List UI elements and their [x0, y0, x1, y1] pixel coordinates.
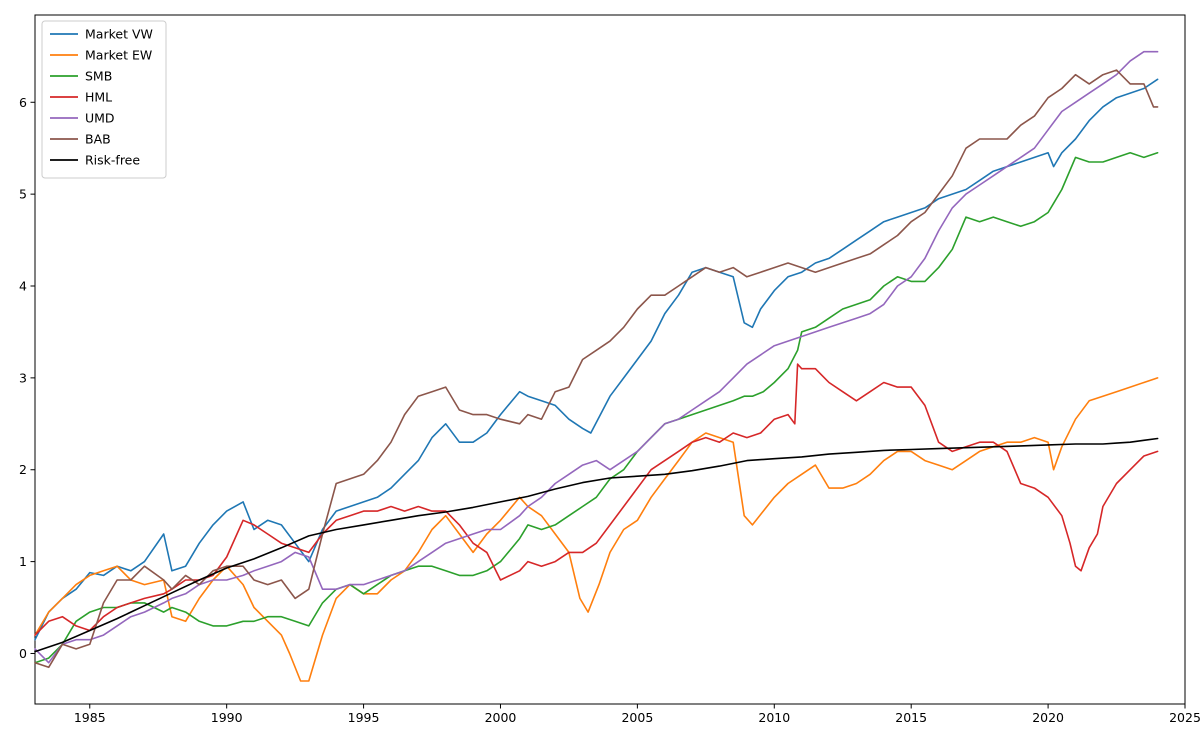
x-tick-label: 2005: [621, 710, 653, 725]
legend-label: SMB: [85, 69, 112, 84]
legend-label: UMD: [85, 111, 115, 126]
legend-label: BAB: [85, 132, 111, 147]
legend-label: Market EW: [85, 48, 152, 63]
legend-label: HML: [85, 90, 112, 105]
y-tick-label: 5: [19, 187, 27, 202]
y-tick-label: 2: [19, 462, 27, 477]
y-tick-label: 3: [19, 370, 27, 385]
x-axis: 1985 1990 1995 2000 2005 2010 2015 2020 2025: [74, 704, 1200, 725]
x-tick-label: 1995: [348, 710, 380, 725]
series-line-market-vw: [34, 78, 1159, 641]
series-line-umd: [34, 50, 1159, 664]
x-tick-label: 1990: [211, 710, 243, 725]
x-tick-label: 1985: [74, 710, 106, 725]
legend-label: Risk-free: [85, 153, 140, 168]
y-tick-label: 1: [19, 554, 27, 569]
y-tick-label: 0: [19, 646, 27, 661]
x-tick-label: 2010: [758, 710, 790, 725]
y-tick-label: 4: [19, 279, 27, 294]
x-tick-label: 2015: [895, 710, 927, 725]
x-tick-label: 2020: [1032, 710, 1064, 725]
series-line-market-ew: [34, 377, 1159, 682]
x-tick-label: 2000: [485, 710, 517, 725]
series-line-risk-free: [34, 437, 1159, 653]
y-tick-label: 6: [19, 95, 27, 110]
y-axis: 0 1 2 3 4 5 6: [19, 95, 35, 661]
legend: Market VW Market EW SMB HML UMD BAB Risk-free: [41, 20, 167, 179]
series-line-smb: [34, 152, 1159, 664]
plot-area: [34, 14, 1186, 705]
series-line-bab: [34, 69, 1159, 669]
series-layer: [34, 50, 1159, 682]
legend-label: Market VW: [85, 27, 153, 42]
x-tick-label: 2025: [1169, 710, 1200, 725]
